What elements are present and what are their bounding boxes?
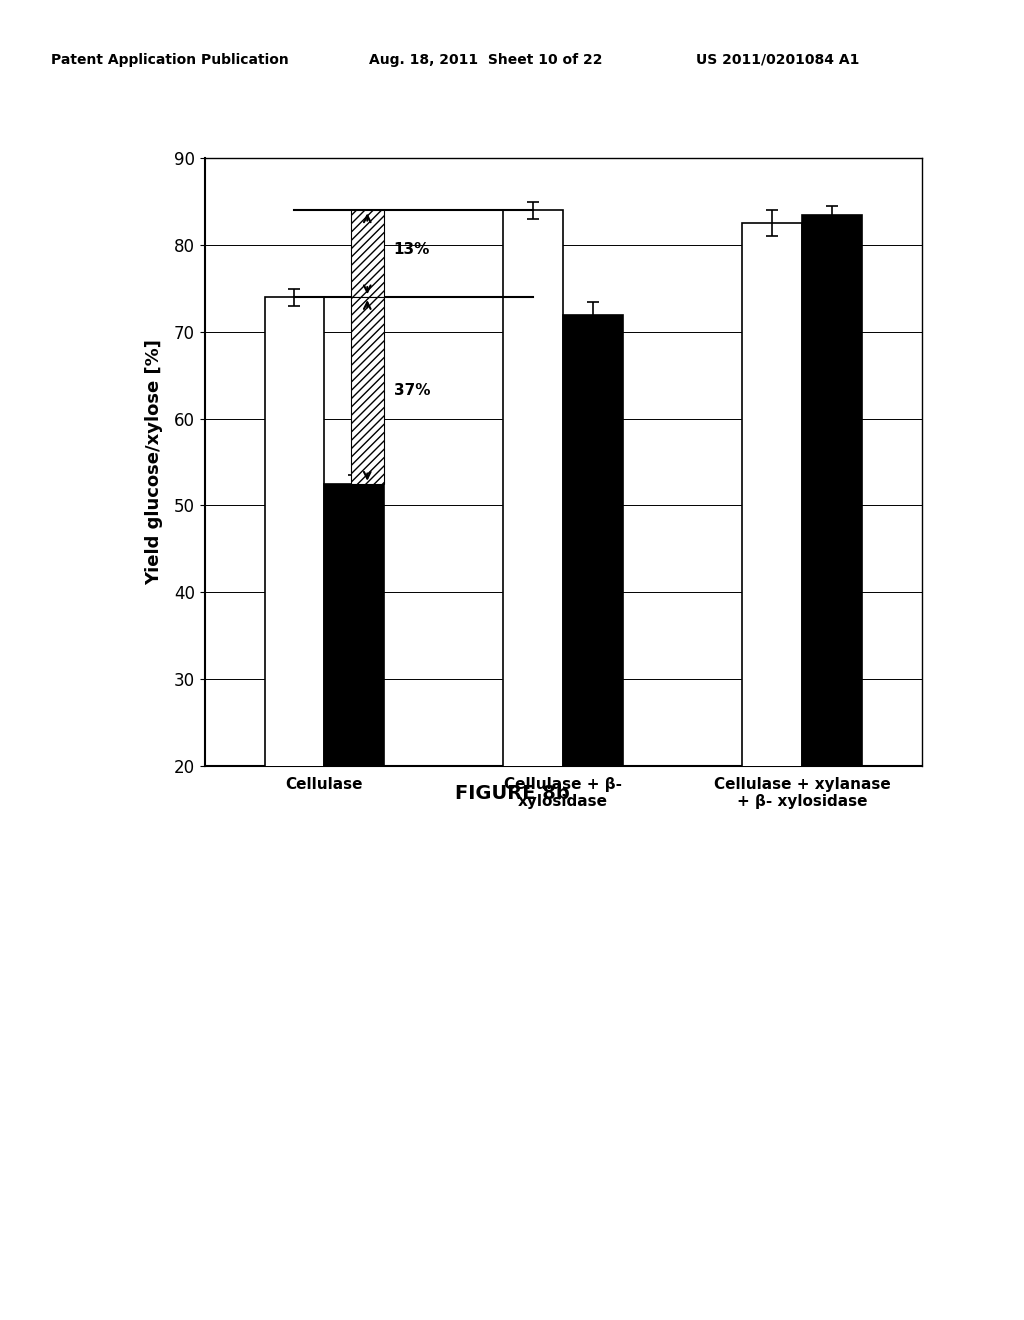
Bar	[504, 210, 563, 939]
Bar	[802, 215, 862, 939]
Text: US 2011/0201084 A1: US 2011/0201084 A1	[696, 53, 860, 67]
Y-axis label: Yield glucose/xylose [%]: Yield glucose/xylose [%]	[144, 339, 163, 585]
Bar	[350, 297, 384, 483]
Text: 13%: 13%	[393, 242, 430, 257]
Text: Patent Application Publication: Patent Application Publication	[51, 53, 289, 67]
Bar	[350, 210, 384, 297]
Text: FIGURE 8b: FIGURE 8b	[455, 784, 569, 803]
Bar	[563, 314, 623, 939]
Text: 37%: 37%	[393, 383, 430, 397]
Bar	[325, 483, 384, 939]
Bar	[742, 223, 802, 939]
Text: Aug. 18, 2011  Sheet 10 of 22: Aug. 18, 2011 Sheet 10 of 22	[369, 53, 602, 67]
Bar	[264, 297, 325, 939]
